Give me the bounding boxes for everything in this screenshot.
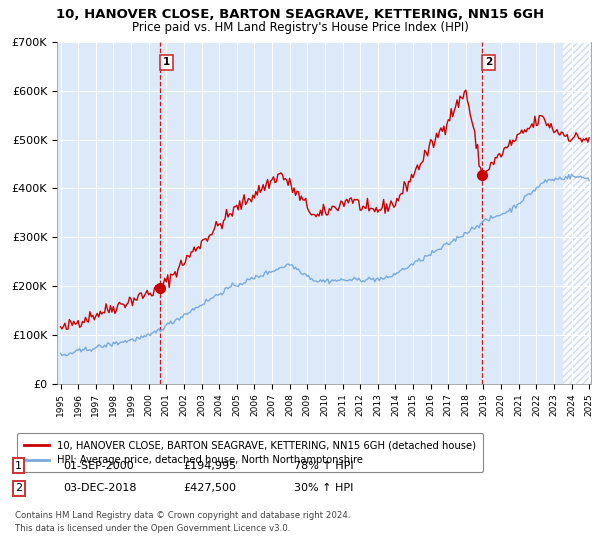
Text: £194,995: £194,995 [183, 461, 236, 471]
Legend: 10, HANOVER CLOSE, BARTON SEAGRAVE, KETTERING, NN15 6GH (detached house), HPI: A: 10, HANOVER CLOSE, BARTON SEAGRAVE, KETT… [17, 433, 482, 472]
Text: 2: 2 [15, 483, 22, 493]
Text: 78% ↑ HPI: 78% ↑ HPI [294, 461, 353, 471]
Text: 03-DEC-2018: 03-DEC-2018 [63, 483, 137, 493]
Text: This data is licensed under the Open Government Licence v3.0.: This data is licensed under the Open Gov… [15, 524, 290, 533]
Text: 30% ↑ HPI: 30% ↑ HPI [294, 483, 353, 493]
Text: 2: 2 [485, 57, 492, 67]
Text: 10, HANOVER CLOSE, BARTON SEAGRAVE, KETTERING, NN15 6GH: 10, HANOVER CLOSE, BARTON SEAGRAVE, KETT… [56, 8, 544, 21]
Text: 1: 1 [15, 461, 22, 471]
Text: 01-SEP-2000: 01-SEP-2000 [63, 461, 134, 471]
Text: £427,500: £427,500 [183, 483, 236, 493]
Text: Contains HM Land Registry data © Crown copyright and database right 2024.: Contains HM Land Registry data © Crown c… [15, 511, 350, 520]
Bar [563, 42, 600, 384]
Text: 1: 1 [163, 57, 170, 67]
Text: Price paid vs. HM Land Registry's House Price Index (HPI): Price paid vs. HM Land Registry's House … [131, 21, 469, 34]
